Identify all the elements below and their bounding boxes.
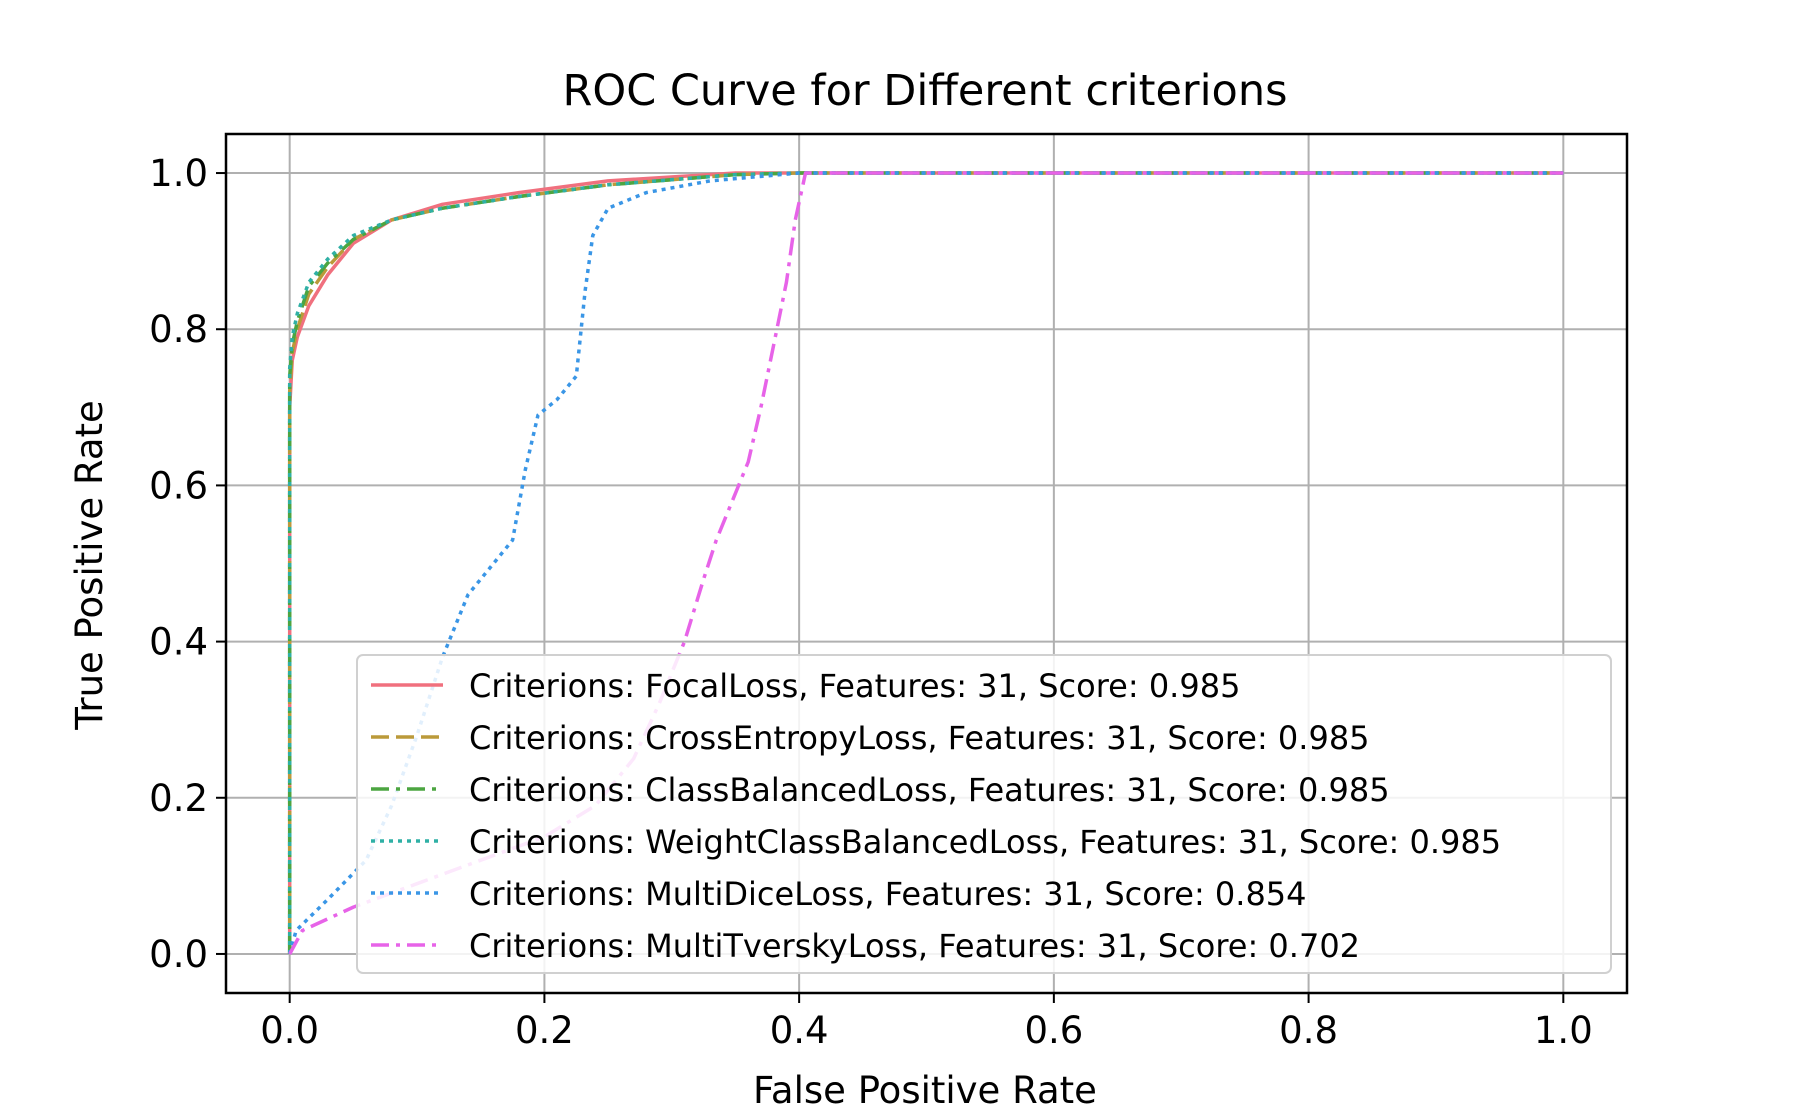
x-tick-label: 0.4 bbox=[770, 1009, 829, 1052]
y-tick-label: 0.4 bbox=[149, 621, 208, 664]
y-tick-label: 0.6 bbox=[149, 464, 208, 507]
y-tick-label: 1.0 bbox=[149, 152, 208, 195]
legend-label-3: Criterions: WeightClassBalancedLoss, Fea… bbox=[469, 823, 1501, 861]
y-tick-label: 0.0 bbox=[149, 933, 208, 976]
x-tick-label: 0.8 bbox=[1279, 1009, 1338, 1052]
chart-title: ROC Curve for Different criterions bbox=[562, 66, 1287, 116]
legend-label-4: Criterions: MultiDiceLoss, Features: 31,… bbox=[469, 875, 1307, 913]
legend: Criterions: FocalLoss, Features: 31, Sco… bbox=[356, 654, 1612, 974]
plot-frame bbox=[224, 132, 1629, 995]
legend-label-1: Criterions: CrossEntropyLoss, Features: … bbox=[469, 719, 1370, 757]
x-tick-label: 1.0 bbox=[1534, 1009, 1593, 1052]
legend-box bbox=[356, 654, 1612, 974]
x-tick-label: 0.6 bbox=[1024, 1009, 1083, 1052]
series-line-4 bbox=[288, 171, 1564, 955]
legend-label-5: Criterions: MultiTverskyLoss, Features: … bbox=[469, 927, 1360, 965]
ticks: 0.0 0.2 0.4 0.6 0.8 1.0 0.0 0.2 0.4 0.6 0.8 1.0 bbox=[149, 152, 1593, 1052]
x-tick-label: 0.0 bbox=[260, 1009, 319, 1052]
y-tick-label: 0.8 bbox=[149, 308, 208, 351]
series-line-3 bbox=[287, 171, 1564, 954]
legend-label-2: Criterions: ClassBalancedLoss, Features:… bbox=[469, 771, 1390, 809]
x-axis-label: False Positive Rate bbox=[753, 1069, 1097, 1112]
legend-label-0: Criterions: FocalLoss, Features: 31, Sco… bbox=[469, 667, 1240, 705]
y-axis-label: True Positive Rate bbox=[68, 400, 111, 731]
x-tick-label: 0.2 bbox=[515, 1009, 574, 1052]
y-tick-label: 0.2 bbox=[149, 777, 208, 820]
